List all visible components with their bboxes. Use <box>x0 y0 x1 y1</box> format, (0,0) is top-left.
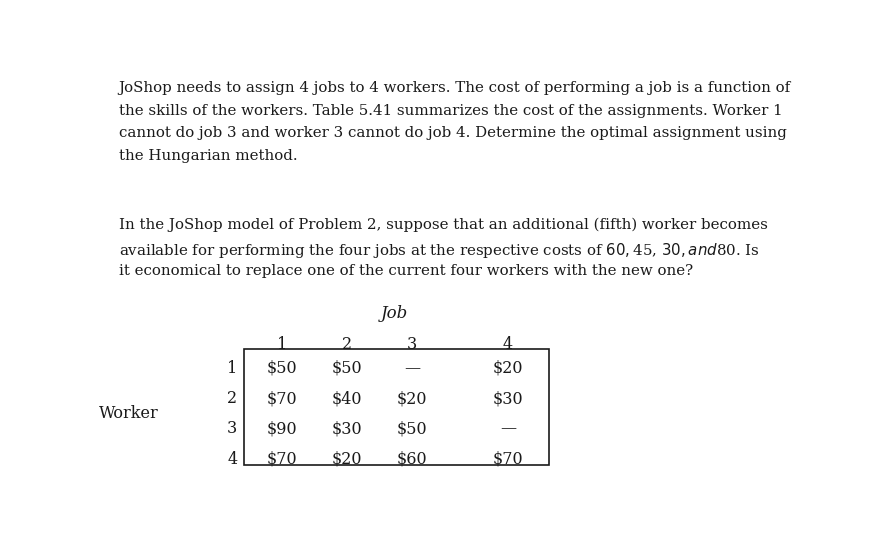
Text: Job: Job <box>381 305 408 322</box>
Text: 4: 4 <box>503 337 513 354</box>
Text: $20: $20 <box>332 451 362 468</box>
Text: 1: 1 <box>277 337 287 354</box>
Text: —: — <box>499 420 516 437</box>
Text: Worker: Worker <box>99 405 158 422</box>
Text: $40: $40 <box>332 390 362 407</box>
Text: 4: 4 <box>227 451 237 468</box>
Text: cannot do job 3 and worker 3 cannot do job 4. Determine the optimal assignment u: cannot do job 3 and worker 3 cannot do j… <box>118 126 787 141</box>
Text: 2: 2 <box>227 390 237 407</box>
Text: 3: 3 <box>407 337 417 354</box>
Text: In the JoShop model of Problem 2, suppose that an additional (fifth) worker beco: In the JoShop model of Problem 2, suppos… <box>118 218 767 232</box>
Text: the Hungarian method.: the Hungarian method. <box>118 149 297 163</box>
Text: available for performing the four jobs at the respective costs of $60, $45, $30,: available for performing the four jobs a… <box>118 241 759 260</box>
Bar <box>244 349 549 466</box>
Text: $70: $70 <box>266 390 297 407</box>
Text: the skills of the workers. Table 5.41 summarizes the cost of the assignments. Wo: the skills of the workers. Table 5.41 su… <box>118 104 782 117</box>
Text: $20: $20 <box>397 390 427 407</box>
Text: $50: $50 <box>266 360 297 377</box>
Text: $60: $60 <box>397 451 427 468</box>
Text: it economical to replace one of the current four workers with the new one?: it economical to replace one of the curr… <box>118 264 693 278</box>
Text: $50: $50 <box>397 420 427 437</box>
Text: $50: $50 <box>332 360 362 377</box>
Text: $70: $70 <box>266 451 297 468</box>
Text: $20: $20 <box>492 360 523 377</box>
Text: $70: $70 <box>492 451 523 468</box>
Text: $30: $30 <box>332 420 362 437</box>
Text: 1: 1 <box>227 360 237 377</box>
Text: $90: $90 <box>266 420 297 437</box>
Text: —: — <box>404 360 420 377</box>
Text: 2: 2 <box>342 337 352 354</box>
Text: JoShop needs to assign 4 jobs to 4 workers. The cost of performing a job is a fu: JoShop needs to assign 4 jobs to 4 worke… <box>118 81 791 94</box>
Text: 3: 3 <box>227 420 237 437</box>
Text: $30: $30 <box>492 390 523 407</box>
